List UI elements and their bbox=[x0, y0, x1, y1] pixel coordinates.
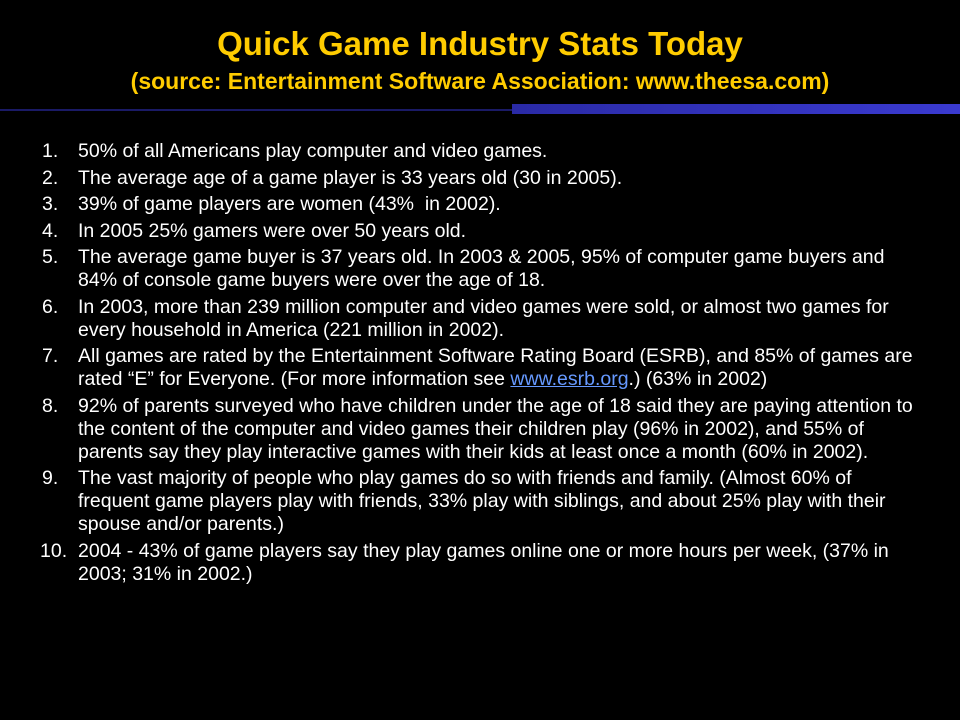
item-text: 39% of game players are women (43% in 20… bbox=[78, 193, 501, 215]
title-source: (source: Entertainment Software Associat… bbox=[130, 68, 830, 94]
item-text: 50% of all Americans play computer and v… bbox=[78, 140, 548, 162]
list-item: 10. 2004 - 43% of game players say they … bbox=[40, 539, 922, 586]
list-item: 2. The average age of a game player is 3… bbox=[42, 167, 922, 190]
list-item: 6. In 2003, more than 239 million comput… bbox=[42, 296, 922, 342]
item-number: 4. bbox=[42, 219, 59, 242]
item-text: 2004 - 43% of game players say they play… bbox=[78, 539, 889, 585]
esrb-link[interactable]: www.esrb.org bbox=[510, 368, 629, 390]
item-number: 9. bbox=[42, 467, 59, 489]
item-text: 92% of parents surveyed who have childre… bbox=[78, 394, 913, 463]
slide-title: Quick Game Industry Stats Today (source:… bbox=[0, 24, 960, 96]
item-number: 2. bbox=[42, 166, 59, 189]
item-number: 6. bbox=[42, 295, 59, 318]
list-item: 7. All games are rated by the Entertainm… bbox=[42, 345, 922, 391]
item-text: The average age of a game player is 33 y… bbox=[78, 166, 623, 189]
item-text: The average game buyer is 37 years old. … bbox=[78, 246, 885, 291]
title-main: Quick Game Industry Stats Today bbox=[217, 25, 743, 62]
item-text: The vast majority of people who play gam… bbox=[78, 467, 886, 535]
item-number: 3. bbox=[42, 193, 59, 215]
item-number: 7. bbox=[42, 345, 59, 367]
item-text-before-link: All games are rated by the Entertainment… bbox=[78, 345, 913, 390]
title-divider bbox=[0, 104, 960, 114]
item-text-after-link: .) (63% in 2002) bbox=[628, 368, 768, 390]
item-number: 1. bbox=[42, 140, 59, 162]
list-item: 3. 39% of game players are women (43% in… bbox=[42, 193, 922, 216]
divider-thin-line bbox=[0, 109, 512, 111]
item-number: 5. bbox=[42, 246, 59, 268]
item-number: 8. bbox=[42, 394, 59, 417]
list-item: 9. The vast majority of people who play … bbox=[42, 467, 922, 536]
list-item: 1. 50% of all Americans play computer an… bbox=[42, 140, 922, 163]
stats-list: 1. 50% of all Americans play computer an… bbox=[40, 140, 922, 589]
list-item: 4. In 2005 25% gamers were over 50 years… bbox=[42, 220, 922, 243]
list-item: 5. The average game buyer is 37 years ol… bbox=[42, 246, 922, 292]
item-text: In 2003, more than 239 million computer … bbox=[78, 295, 889, 341]
item-text: In 2005 25% gamers were over 50 years ol… bbox=[78, 219, 467, 242]
item-number: 10. bbox=[40, 539, 68, 562]
list-item: 8. 92% of parents surveyed who have chil… bbox=[42, 395, 922, 464]
divider-accent-bar bbox=[512, 104, 960, 114]
